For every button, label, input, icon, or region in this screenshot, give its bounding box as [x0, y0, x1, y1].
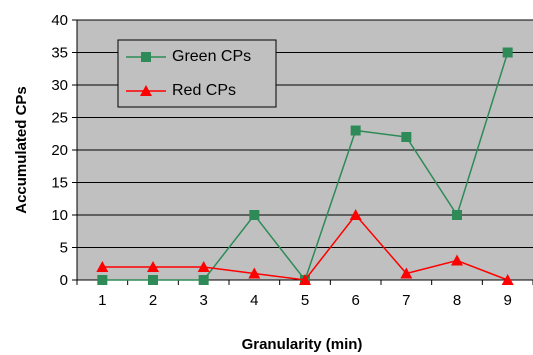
- data-point-red-4: [248, 267, 261, 279]
- y-tick-label-20: 20: [51, 142, 68, 159]
- data-point-green-9: [502, 47, 513, 58]
- x-axis-title: Granularity (min): [242, 336, 363, 353]
- y-tick-label-30: 30: [51, 77, 68, 94]
- gridlines: [77, 19, 533, 248]
- y-tick-label-10: 10: [51, 207, 68, 224]
- data-point-red-6: [349, 209, 362, 220]
- data-point-green-2: [148, 275, 158, 285]
- y-tick-label-0: 0: [60, 272, 68, 289]
- data-point-green-8: [452, 210, 462, 220]
- x-tick-label-5: 5: [301, 292, 309, 309]
- x-tick-label-4: 4: [250, 292, 258, 309]
- y-tick-label-35: 35: [51, 45, 68, 62]
- data-point-red-2: [147, 261, 159, 272]
- x-tick-label-2: 2: [149, 292, 157, 309]
- tick-labels: 0 5 10 15 20 25 30 35 40 1 2 3 4 5 6 7 8 9: [51, 12, 512, 309]
- legend-marker-green: [141, 52, 151, 62]
- legend-label-red: Red CPs: [172, 82, 236, 99]
- data-point-green-1: [97, 275, 108, 285]
- data-point-red-7: [400, 267, 413, 279]
- x-tick-label-8: 8: [453, 292, 461, 309]
- data-point-red-5: [299, 274, 311, 285]
- legend-marker-red: [140, 85, 152, 96]
- data-point-green-3: [198, 275, 209, 285]
- data-point-red-8: [451, 254, 463, 266]
- series: [96, 47, 514, 285]
- x-tick-label-1: 1: [98, 292, 106, 309]
- x-tick-label-9: 9: [503, 292, 511, 309]
- data-point-green-7: [401, 132, 412, 142]
- y-tick-label-25: 25: [51, 110, 68, 127]
- y-tick-label-5: 5: [60, 240, 68, 257]
- data-point-green-6: [350, 125, 361, 136]
- x-tick-label-7: 7: [402, 292, 410, 309]
- data-point-red-1: [96, 261, 109, 272]
- x-tick-label-6: 6: [351, 292, 359, 309]
- data-point-green-4: [249, 210, 260, 220]
- data-point-red-9: [501, 274, 514, 285]
- x-tick-label-3: 3: [199, 292, 207, 309]
- y-tick-label-40: 40: [51, 12, 68, 29]
- legend: Green CPs Red CPs: [117, 39, 277, 108]
- y-axis-title: Accumulated CPs: [13, 86, 30, 214]
- y-tick-label-15: 15: [51, 175, 68, 192]
- data-point-red-3: [197, 261, 210, 272]
- series-red: [96, 209, 514, 285]
- legend-label-green: Green CPs: [172, 48, 251, 65]
